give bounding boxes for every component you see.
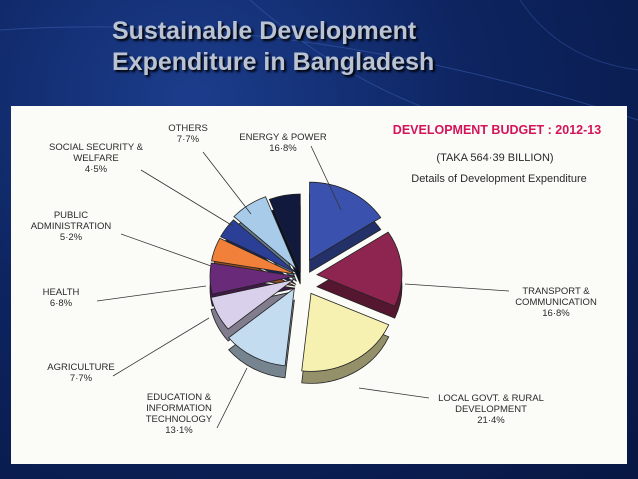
slice-value: 7·7%: [70, 373, 93, 384]
slice-label: SOCIAL SECURITY & WELFARE 4·5%: [49, 142, 144, 175]
slice-label-line: TRANSPORT &: [522, 286, 590, 297]
slice-label-line: COMMUNICATION: [515, 297, 597, 308]
pie-slice: [210, 279, 295, 330]
slice-label-line: INFORMATION: [146, 403, 212, 414]
slice-value: 5·2%: [60, 232, 83, 243]
slice-label: LOCAL GOVT. & RURAL DEVELOPMENT 21·4%: [438, 393, 544, 426]
slice-value: 16·8%: [542, 308, 570, 319]
pie-chart: DEVELOPMENT BUDGET : 2012-13 (TAKA 564·3…: [31, 123, 602, 436]
slice-value: 4·5%: [85, 164, 108, 175]
chart-subtitle-2: Details of Development Expenditure: [411, 173, 586, 185]
slice-label-line: PUBLIC: [54, 210, 88, 221]
pie-slice: [220, 219, 297, 273]
pie-slice: [316, 231, 403, 307]
slice-label: PUBLIC ADMINISTRATION 5·2%: [31, 210, 112, 243]
leader-line: [120, 233, 212, 267]
slice-label-line: ADMINISTRATION: [31, 221, 112, 232]
slice-label-line: SOCIAL SECURITY &: [49, 142, 144, 153]
pie-slice: [309, 181, 382, 261]
pie-slice: [301, 292, 390, 372]
pie-slice: [233, 196, 297, 270]
slice-label-line: HEALTH: [43, 287, 80, 298]
pie-slice: [228, 287, 295, 367]
slice-value: 7·7%: [177, 134, 200, 145]
leader-line: [358, 387, 430, 399]
slice-labels: ENERGY & POWER 16·8%TRANSPORT & COMMUNICAT…: [31, 123, 597, 436]
pie-slice: [268, 193, 301, 273]
pie-slice: [209, 262, 296, 295]
slice-label: ENERGY & POWER 16·8%: [239, 132, 327, 154]
slice-label: HEALTH 6·8%: [43, 287, 80, 309]
chart-panel: DEVELOPMENT BUDGET : 2012-13 (TAKA 564·3…: [11, 106, 627, 464]
leader-line: [202, 151, 252, 215]
slice-label: TRANSPORT & COMMUNICATION 16·8%: [515, 286, 597, 319]
slice-label-line: LOCAL GOVT. & RURAL: [438, 393, 544, 404]
pie-slices: [209, 181, 403, 372]
slice-label-line: WELFARE: [73, 153, 118, 164]
slice-label-line: DEVELOPMENT: [455, 404, 527, 415]
leader-line: [216, 367, 248, 429]
slice-label: EDUCATION & INFORMATION TECHNOLOGY 13·1%: [146, 392, 213, 436]
slice-label-line: EDUCATION &: [147, 392, 212, 403]
slice-value: 13·1%: [165, 425, 193, 436]
slice-label-line: OTHERS: [168, 123, 208, 134]
leader-line: [112, 317, 210, 377]
slice-label: AGRICULTURE 7·7%: [47, 362, 114, 384]
slide-title: Sustainable Development Expenditure in B…: [112, 16, 532, 78]
slice-label-line: ENERGY & POWER: [239, 132, 327, 143]
chart-subtitle: (TAKA 564·39 BILLION): [436, 152, 553, 164]
slice-value: 6·8%: [50, 298, 73, 309]
leader-line: [404, 283, 510, 292]
pie-slice: [211, 237, 296, 275]
slice-value: 16·8%: [269, 143, 297, 154]
leader-line: [96, 285, 207, 302]
slice-label: OTHERS 7·7%: [168, 123, 208, 145]
slice-label-line: TECHNOLOGY: [146, 414, 213, 425]
slide-title-line-2: Expenditure in Bangladesh: [112, 48, 435, 76]
slide-title-line-1: Sustainable Development: [112, 17, 417, 45]
leader-lines: [96, 145, 510, 429]
slice-value: 21·4%: [477, 415, 505, 426]
leader-line: [310, 145, 342, 211]
chart-title: DEVELOPMENT BUDGET : 2012-13: [393, 123, 601, 137]
slice-label-line: AGRICULTURE: [47, 362, 114, 373]
leader-line: [140, 169, 234, 227]
